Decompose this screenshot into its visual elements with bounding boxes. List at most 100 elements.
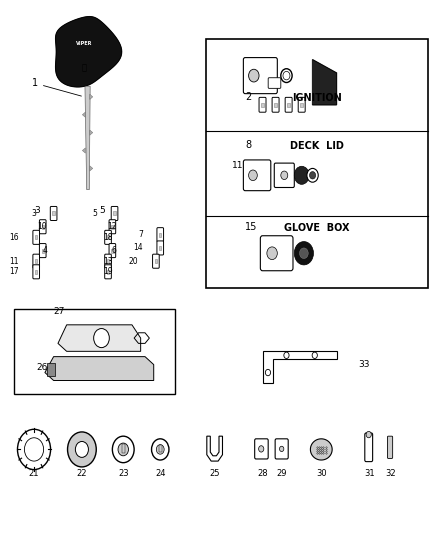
FancyBboxPatch shape: [14, 309, 176, 394]
Text: 24: 24: [155, 469, 166, 478]
Circle shape: [294, 166, 309, 184]
Text: 32: 32: [385, 469, 396, 478]
FancyBboxPatch shape: [39, 244, 46, 257]
Circle shape: [258, 446, 264, 452]
Text: 3: 3: [34, 206, 40, 215]
Bar: [42, 225, 44, 229]
Circle shape: [307, 168, 318, 182]
Bar: [300, 103, 303, 107]
Circle shape: [310, 172, 316, 179]
Text: IGNITION: IGNITION: [292, 93, 342, 103]
FancyBboxPatch shape: [244, 160, 271, 191]
FancyBboxPatch shape: [105, 265, 111, 279]
Text: 12: 12: [107, 222, 117, 231]
Bar: [159, 445, 162, 452]
Text: 14: 14: [133, 244, 143, 253]
Text: 26: 26: [36, 363, 48, 372]
Circle shape: [294, 241, 314, 265]
Bar: [107, 270, 109, 274]
Circle shape: [279, 446, 284, 451]
Text: 8: 8: [245, 140, 251, 150]
Polygon shape: [207, 436, 223, 461]
Bar: [35, 259, 37, 263]
Bar: [155, 259, 157, 263]
Bar: [111, 225, 113, 229]
FancyBboxPatch shape: [105, 230, 111, 244]
Circle shape: [312, 352, 318, 359]
Text: 28: 28: [257, 469, 268, 478]
FancyBboxPatch shape: [272, 98, 279, 112]
Polygon shape: [262, 351, 336, 383]
Text: 10: 10: [38, 222, 47, 231]
Circle shape: [118, 443, 128, 456]
Polygon shape: [311, 439, 332, 460]
FancyBboxPatch shape: [50, 206, 57, 221]
Text: 6: 6: [112, 246, 117, 255]
Text: 4: 4: [42, 246, 47, 255]
Text: 1: 1: [32, 78, 81, 96]
FancyBboxPatch shape: [268, 78, 281, 88]
Polygon shape: [45, 357, 154, 381]
Circle shape: [249, 69, 259, 82]
Circle shape: [267, 247, 277, 260]
Polygon shape: [82, 148, 85, 153]
Text: 33: 33: [358, 360, 370, 369]
FancyBboxPatch shape: [157, 228, 163, 241]
Bar: [107, 236, 109, 239]
Bar: [274, 103, 277, 107]
Circle shape: [156, 445, 164, 454]
FancyBboxPatch shape: [33, 265, 39, 279]
FancyBboxPatch shape: [285, 98, 292, 112]
Polygon shape: [313, 60, 336, 105]
FancyBboxPatch shape: [275, 439, 288, 459]
FancyBboxPatch shape: [105, 254, 111, 268]
Text: 22: 22: [77, 469, 87, 478]
Text: 21: 21: [29, 469, 39, 478]
FancyBboxPatch shape: [298, 98, 305, 112]
Circle shape: [284, 352, 289, 359]
Bar: [53, 212, 55, 215]
Text: 11: 11: [232, 161, 244, 170]
Circle shape: [265, 369, 271, 376]
Text: 29: 29: [277, 469, 287, 478]
Bar: [42, 248, 44, 253]
Text: 20: 20: [129, 257, 138, 265]
Circle shape: [113, 436, 134, 463]
Bar: [159, 233, 161, 237]
FancyBboxPatch shape: [274, 163, 294, 188]
Bar: [111, 248, 113, 253]
Text: 31: 31: [364, 469, 374, 478]
Text: 23: 23: [118, 469, 129, 478]
Text: 30: 30: [316, 469, 327, 478]
Text: 5: 5: [99, 206, 105, 215]
FancyBboxPatch shape: [33, 254, 39, 268]
Text: DECK  LID: DECK LID: [290, 141, 344, 151]
FancyBboxPatch shape: [260, 236, 293, 271]
Polygon shape: [85, 86, 90, 190]
Text: 25: 25: [209, 469, 220, 478]
Text: 19: 19: [103, 268, 113, 276]
Text: 15: 15: [245, 222, 258, 232]
Text: 17: 17: [9, 268, 19, 276]
FancyBboxPatch shape: [254, 439, 268, 459]
Bar: [47, 363, 55, 376]
FancyBboxPatch shape: [33, 230, 39, 244]
Text: 5: 5: [92, 209, 97, 218]
Circle shape: [281, 171, 288, 180]
Polygon shape: [58, 325, 141, 351]
Text: 13: 13: [103, 257, 113, 265]
Polygon shape: [90, 166, 93, 171]
FancyBboxPatch shape: [152, 254, 159, 268]
FancyBboxPatch shape: [388, 436, 392, 458]
FancyBboxPatch shape: [206, 38, 428, 288]
Circle shape: [18, 429, 50, 470]
Circle shape: [75, 441, 88, 457]
FancyBboxPatch shape: [109, 244, 116, 257]
FancyBboxPatch shape: [365, 433, 373, 462]
Polygon shape: [82, 112, 85, 117]
FancyBboxPatch shape: [259, 98, 266, 112]
FancyBboxPatch shape: [109, 220, 116, 234]
Circle shape: [366, 431, 371, 438]
Circle shape: [25, 438, 44, 461]
Polygon shape: [90, 94, 93, 100]
